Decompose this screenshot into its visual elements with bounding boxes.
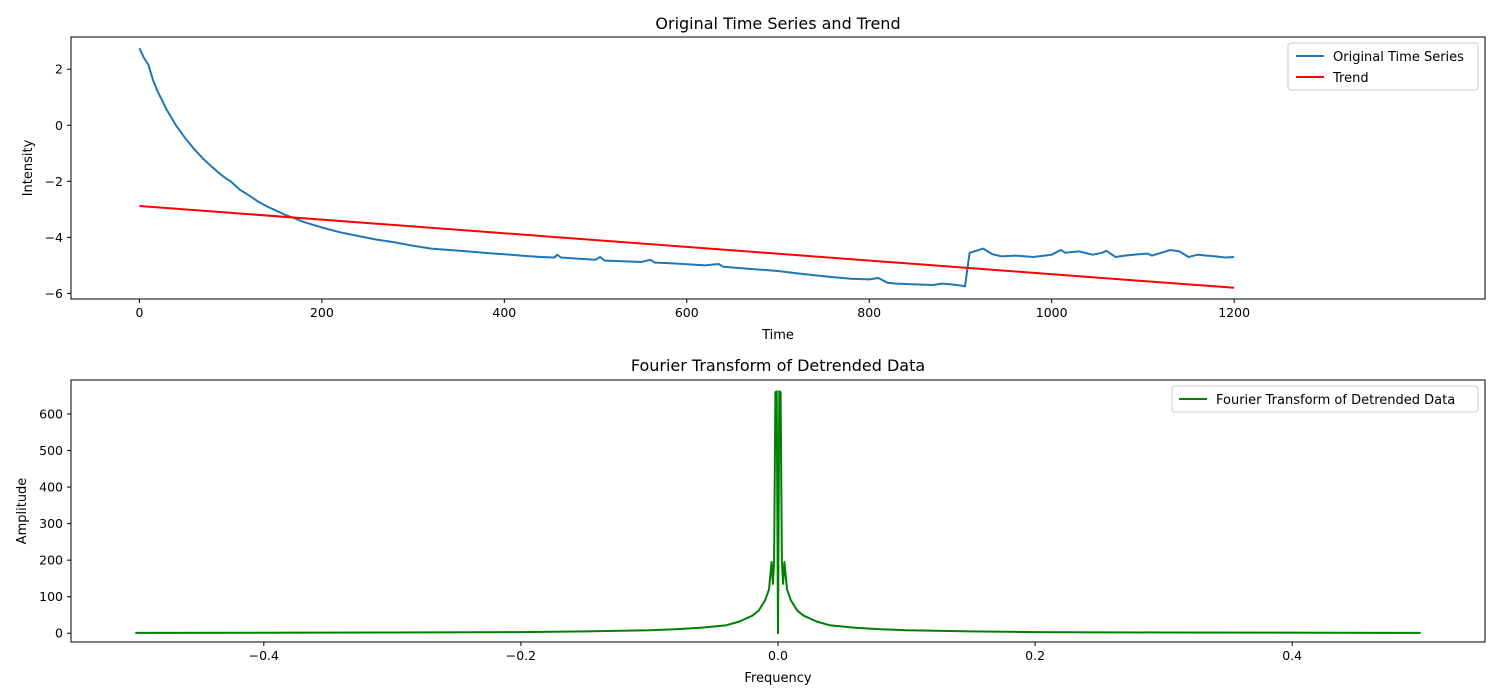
x-tick-label: 1200	[1218, 305, 1250, 320]
x-tick-label: 1000	[1036, 305, 1068, 320]
series-line-original-time-series	[138, 47, 1235, 288]
y-tick-label: 500	[39, 443, 63, 458]
chart-title: Original Time Series and Trend	[655, 14, 900, 33]
legend-label-fourier: Fourier Transform of Detrended Data	[1216, 393, 1455, 408]
plot-area-frame	[70, 36, 1486, 300]
legend: Original Time Series Trend	[1287, 42, 1479, 91]
time-series-panel: Original Time Series and Trend 0 200 400 60…	[21, 14, 1486, 343]
x-tick-label: 600	[675, 305, 699, 320]
y-tick-label: −6	[45, 286, 63, 301]
x-tick-label: 200	[310, 305, 334, 320]
y-tick-label: −4	[45, 230, 63, 245]
series-line-trend	[139, 205, 1235, 289]
x-axis: 0 200 400 600 800 1000 1200	[135, 299, 1250, 320]
y-tick-label: 200	[39, 553, 63, 568]
legend-label-original: Original Time Series	[1333, 50, 1464, 65]
x-axis-label: Frequency	[744, 671, 811, 686]
y-tick-label: 2	[55, 62, 63, 77]
y-axis: 2 0 −2 −4 −6	[45, 62, 71, 301]
y-tick-label: 400	[39, 480, 63, 495]
legend-label-trend: Trend	[1332, 71, 1369, 86]
plot-lines	[138, 47, 1235, 289]
y-tick-label: 0	[55, 626, 63, 641]
legend-box	[1171, 385, 1479, 413]
x-axis: −0.4 −0.2 0.0 0.2 0.4	[249, 642, 1302, 663]
y-tick-label: 100	[39, 589, 63, 604]
x-tick-label: 0.4	[1282, 648, 1302, 663]
x-tick-label: −0.2	[506, 648, 536, 663]
x-tick-label: 0.2	[1025, 648, 1045, 663]
plot-lines	[135, 390, 1421, 635]
y-axis-label: Intensity	[21, 139, 36, 196]
x-tick-label: 0	[135, 305, 143, 320]
fourier-panel: Fourier Transform of Detrended Data −0.4…	[15, 356, 1486, 686]
x-tick-label: 800	[857, 305, 881, 320]
legend: Fourier Transform of Detrended Data	[1171, 385, 1479, 413]
legend-box	[1287, 42, 1479, 91]
y-tick-label: 0	[55, 118, 63, 133]
series-line-fourier-transform-of-detrended-data	[135, 390, 1421, 635]
y-tick-label: 300	[39, 516, 63, 531]
y-tick-label: 600	[39, 406, 63, 421]
x-tick-label: 0.0	[768, 648, 788, 663]
x-tick-label: −0.4	[249, 648, 279, 663]
x-axis-label: Time	[761, 328, 794, 343]
y-tick-label: −2	[45, 174, 63, 189]
x-tick-label: 400	[492, 305, 516, 320]
y-axis-label: Amplitude	[15, 478, 30, 545]
y-axis: 0 100 200 300 400 500 600	[39, 406, 71, 641]
chart-title: Fourier Transform of Detrended Data	[631, 356, 925, 375]
